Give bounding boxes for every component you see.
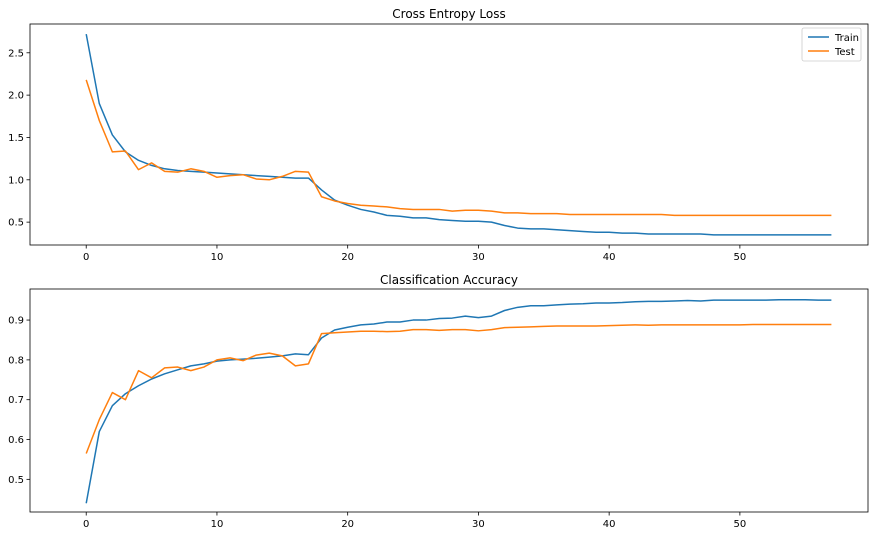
loss-line-test (85, 79, 832, 217)
accuracy-xtick-label: 20 (341, 519, 354, 530)
loss-chart: Cross Entropy Loss 0 10 20 30 40 50 0.5 1.0 1.5 2… (8, 7, 869, 263)
accuracy-line-series-2 (85, 323, 832, 454)
accuracy-chart-title: Classification Accuracy (380, 273, 518, 287)
loss-xtick-label: 30 (472, 252, 485, 263)
loss-xtick-label: 0 (83, 252, 89, 263)
accuracy-line-series-1 (85, 299, 832, 504)
loss-xtick-label: 20 (341, 252, 354, 263)
loss-xtick-label: 50 (734, 252, 747, 263)
accuracy-xtick-label: 10 (211, 519, 224, 530)
loss-xtick-label: 10 (211, 252, 224, 263)
accuracy-xtick-label: 30 (472, 519, 485, 530)
accuracy-xtick-label: 50 (734, 519, 747, 530)
accuracy-plot-frame (29, 288, 869, 513)
accuracy-ytick-label: 0.9 (8, 316, 24, 327)
loss-plot-frame (29, 23, 869, 246)
loss-ytick-label: 2.5 (8, 48, 24, 59)
loss-line-train (85, 34, 832, 236)
accuracy-xtick-label: 40 (603, 519, 616, 530)
accuracy-series-lines (85, 299, 832, 504)
legend-label-test: Test (834, 47, 855, 58)
loss-xtick-label: 40 (603, 252, 616, 263)
accuracy-chart: Classification Accuracy 0 10 20 30 40 50 0.5 0.… (8, 273, 869, 530)
accuracy-ytick-label: 0.6 (8, 435, 24, 446)
loss-axis-ticks: 0 10 20 30 40 50 0.5 1.0 1.5 2.0 2.5 (8, 48, 746, 263)
loss-ytick-label: 1.5 (8, 133, 24, 144)
loss-ytick-label: 2.0 (8, 91, 24, 102)
loss-ytick-label: 1.0 (8, 175, 24, 186)
legend-label-train: Train (834, 33, 859, 44)
accuracy-ytick-label: 0.7 (8, 395, 24, 406)
accuracy-ytick-label: 0.8 (8, 355, 24, 366)
loss-chart-title: Cross Entropy Loss (392, 7, 505, 21)
loss-legend: Train Test (801, 27, 862, 62)
accuracy-xtick-label: 0 (83, 519, 89, 530)
loss-ytick-label: 0.5 (8, 218, 24, 229)
loss-series-lines (85, 34, 832, 236)
accuracy-axis-ticks: 0 10 20 30 40 50 0.5 0.6 0.7 0.8 0.9 (8, 316, 746, 530)
accuracy-ytick-label: 0.5 (8, 475, 24, 486)
